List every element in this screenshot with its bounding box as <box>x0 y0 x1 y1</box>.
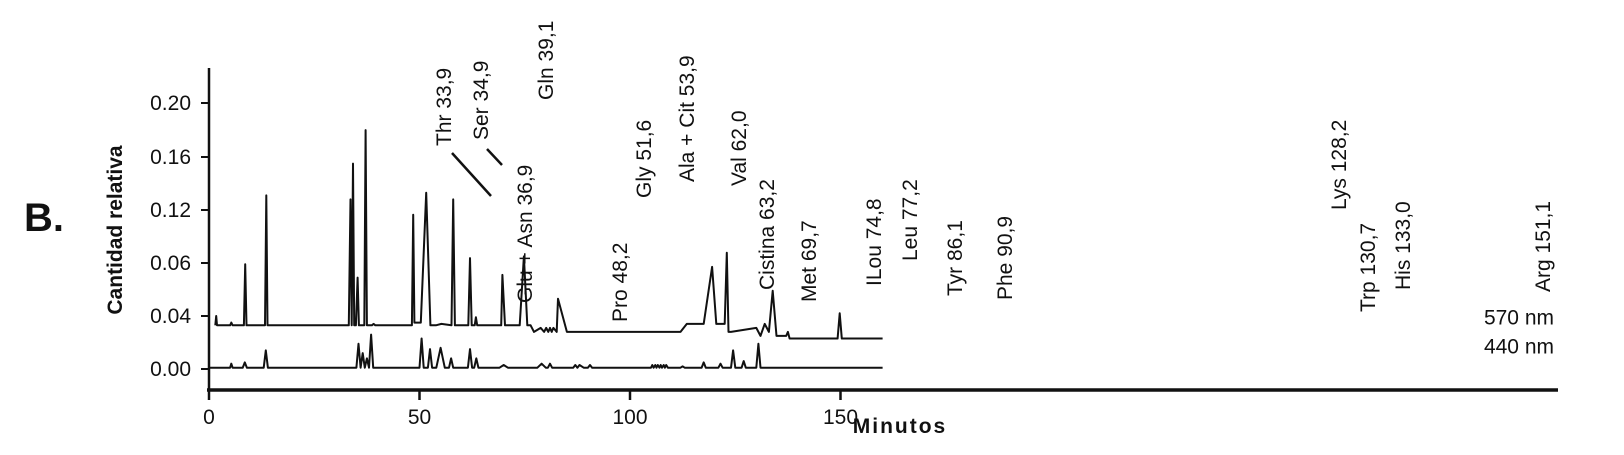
x-tick-label: 50 <box>408 406 431 429</box>
y-tick-label: 0.04 <box>150 305 191 328</box>
leader-lines-group <box>451 148 503 197</box>
peak-label: Glu + Asn 36,9 <box>514 165 537 303</box>
peak-label: Leu 77,2 <box>899 179 922 261</box>
x-ticks-group: 0 50 100 150 <box>203 390 858 429</box>
peak-label: Lys 128,2 <box>1328 120 1351 210</box>
axes-group <box>207 68 1558 392</box>
peak-label: Ala + Cit 53,9 <box>676 55 699 182</box>
ser-leader-line <box>486 148 503 166</box>
y-tick-label: 0.12 <box>150 199 191 222</box>
peak-label: Cistina 63,2 <box>756 179 779 290</box>
x-tick-label: 100 <box>612 406 647 429</box>
traces-group: 570 nm 440 nm <box>209 129 1554 369</box>
peak-label: Val 62,0 <box>728 111 751 187</box>
x-tick-label: 0 <box>203 406 215 429</box>
thr-leader-line <box>451 152 492 197</box>
peak-label: Trp 130,7 <box>1357 223 1380 312</box>
peak-label: Gln 39,1 <box>535 21 558 100</box>
peak-label: Met 69,7 <box>798 220 821 302</box>
y-tick-label: 0.20 <box>150 92 191 115</box>
y-ticks-group: 0.00 0.04 0.06 0.12 0.16 0.20 <box>150 92 209 381</box>
peak-labels-group: Thr 33,9 Ser 34,9 Glu + Asn 36,9 Gln 39,1 Pr… <box>433 21 1555 322</box>
y-tick-label: 0.16 <box>150 146 191 169</box>
peak-label: ILou 74,8 <box>863 198 886 286</box>
trace-label-570-nm: 570 nm <box>1484 307 1554 330</box>
trace-label-440-nm: 440 nm <box>1484 336 1554 359</box>
trace-line-570-nm <box>214 129 883 340</box>
trace-line-440-nm <box>209 333 883 369</box>
panel-label: B. <box>24 196 64 240</box>
peak-label: Pro 48,2 <box>609 243 632 322</box>
x-tick-label: 150 <box>823 406 858 429</box>
x-axis-label: Minutos <box>853 415 947 438</box>
peak-label: His 133,0 <box>1392 201 1415 290</box>
peak-label: Thr 33,9 <box>433 68 456 146</box>
y-tick-label: 0.06 <box>150 252 191 275</box>
y-axis-label: Cantidad relativa <box>104 145 127 315</box>
peak-label: Ser 34,9 <box>470 61 493 140</box>
peak-label: Arg 151,1 <box>1532 201 1555 292</box>
y-tick-label: 0.00 <box>150 358 191 381</box>
peak-label: Gly 51,6 <box>633 120 656 198</box>
peak-label: Tyr 86,1 <box>944 220 967 296</box>
peak-label: Phe 90,9 <box>994 216 1017 300</box>
